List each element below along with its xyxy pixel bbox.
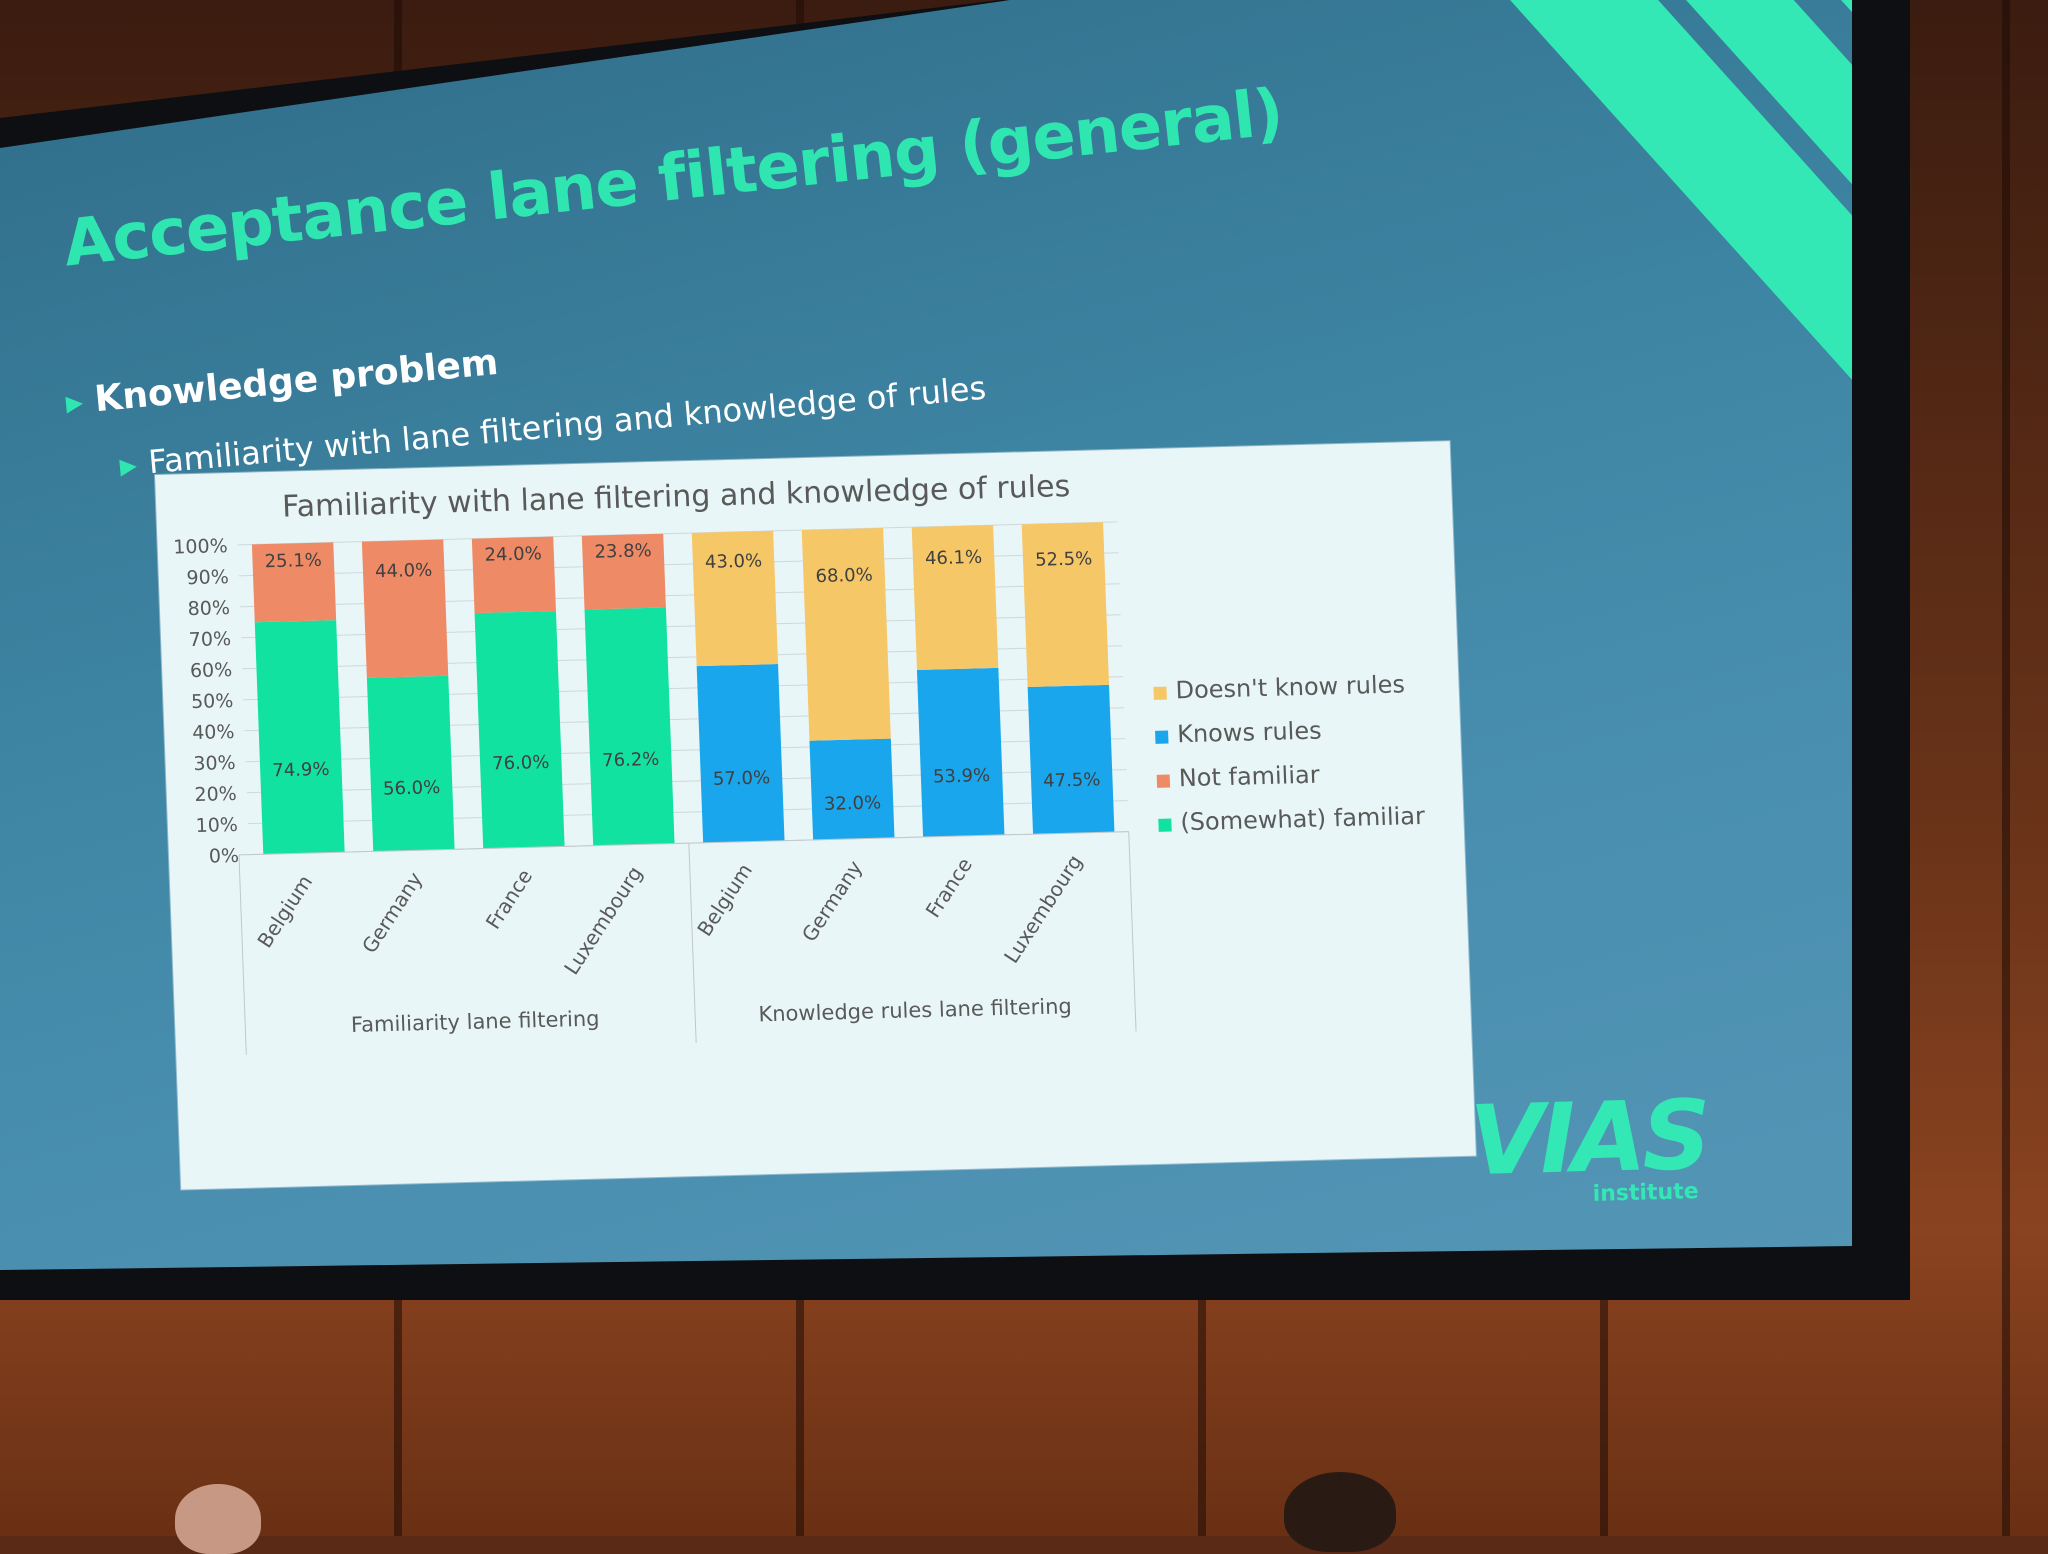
group-label: Knowledge rules lane filtering (758, 994, 1072, 1026)
y-tick-label: 100% (173, 535, 228, 558)
bullet-triangle-icon: ▶ (118, 452, 138, 480)
bar-segment (1021, 522, 1110, 687)
category-label: Belgium (252, 870, 317, 952)
legend-label: Not familiar (1178, 761, 1320, 793)
legend-label: (Somewhat) familiar (1180, 802, 1426, 836)
y-tick-label: 0% (208, 845, 239, 868)
x-axis-line (238, 831, 1129, 856)
data-label: 24.0% (484, 543, 542, 565)
bar-segment (911, 525, 999, 671)
y-tick-label: 90% (186, 566, 229, 589)
legend-swatch (1156, 774, 1171, 788)
data-label: 74.9% (272, 759, 330, 781)
chart-title: Familiarity with lane filtering and know… (282, 469, 1071, 525)
category-label: France (481, 865, 537, 934)
data-label: 46.1% (925, 547, 983, 569)
vias-logo: VIAS institute (1468, 1078, 1709, 1210)
category-label: Germany (357, 867, 427, 957)
bar-segment (691, 530, 779, 667)
bar-segment (254, 620, 345, 855)
group-divider (238, 854, 247, 1055)
y-tick-label: 70% (188, 628, 231, 651)
bar-segment (474, 610, 565, 849)
bullet-triangle-icon: ▶ (64, 389, 85, 417)
bar-segment (581, 533, 666, 610)
y-tick-label: 20% (194, 783, 237, 806)
bar-segment (916, 667, 1005, 837)
legend-swatch (1155, 730, 1169, 744)
audience-head-left (175, 1484, 261, 1554)
y-tick-label: 60% (190, 659, 233, 682)
category-label: Belgium (692, 859, 757, 941)
stacked-bar-chart: Familiarity with lane filtering and know… (173, 469, 1426, 1055)
group-divider (688, 843, 697, 1044)
bar-segment (1027, 684, 1115, 835)
y-tick-label: 10% (195, 814, 238, 837)
logo-main-text: VIAS (1468, 1078, 1709, 1198)
data-label: 25.1% (264, 550, 322, 572)
bar-segment (361, 539, 449, 678)
legend-swatch (1153, 686, 1167, 700)
data-label: 76.2% (602, 749, 660, 771)
data-label: 52.5% (1035, 548, 1093, 570)
bar-segment (366, 675, 455, 852)
bar-segment (696, 664, 785, 843)
data-label: 23.8% (594, 540, 652, 562)
data-label: 32.0% (824, 792, 882, 814)
category-label: Germany (797, 856, 867, 946)
category-label: Luxembourg (999, 850, 1087, 967)
bar-segment (809, 738, 895, 840)
bar-segment (251, 542, 337, 623)
category-label: Luxembourg (559, 862, 647, 979)
y-tick-label: 30% (193, 752, 236, 775)
data-label: 56.0% (383, 777, 441, 799)
y-tick-label: 50% (191, 690, 234, 713)
group-divider (1128, 831, 1137, 1032)
group-label: Familiarity lane filtering (351, 1007, 600, 1037)
y-tick-label: 40% (192, 721, 235, 744)
bar-segment (471, 536, 556, 614)
bar-segment (584, 607, 675, 846)
y-tick-label: 80% (187, 597, 230, 620)
chart-panel: Familiarity with lane filtering and know… (155, 441, 1476, 1190)
data-label: 44.0% (375, 560, 433, 582)
legend-swatch (1158, 818, 1172, 832)
legend-label: Knows rules (1177, 717, 1322, 749)
bar-segment (801, 527, 891, 741)
data-label: 57.0% (713, 767, 771, 789)
data-label: 43.0% (705, 550, 763, 572)
legend-label: Doesn't know rules (1175, 670, 1405, 704)
data-label: 76.0% (492, 752, 550, 774)
category-label: France (921, 853, 977, 922)
data-label: 53.9% (933, 765, 991, 787)
data-label: 47.5% (1043, 769, 1101, 791)
audience-head-right (1284, 1472, 1396, 1552)
data-label: 68.0% (815, 565, 873, 587)
